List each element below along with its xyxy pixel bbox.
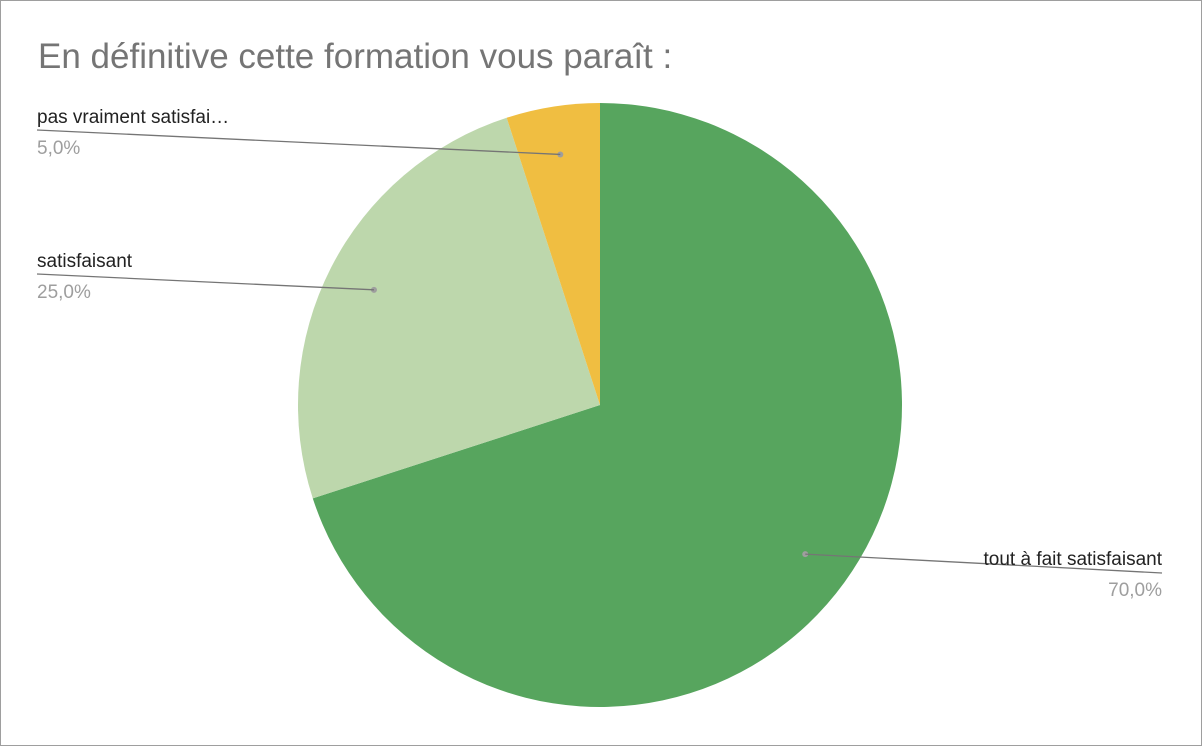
- leader-line: [805, 553, 1163, 574]
- chart-title: En définitive cette formation vous paraî…: [38, 37, 673, 76]
- pie-slice[interactable]: [312, 103, 902, 707]
- slice-labels: tout à fait satisfaisant 70,0% satisfaisan…: [37, 107, 1163, 601]
- slice-percent-label: 70,0%: [1108, 580, 1162, 601]
- slice-label: pas vraiment satisfai…: [37, 107, 229, 128]
- pie-slice[interactable]: [298, 117, 600, 499]
- slice-label: tout à fait satisfaisant: [984, 549, 1163, 570]
- pie-slice[interactable]: [506, 103, 600, 405]
- slice-percent-label: 25,0%: [37, 282, 91, 303]
- leader-lines: [36, 129, 1163, 574]
- leader-line: [36, 273, 374, 291]
- pie-slices: [298, 103, 902, 707]
- leader-line: [36, 129, 561, 156]
- slice-label: satisfaisant: [37, 251, 133, 272]
- slice-percent-label: 5,0%: [37, 138, 80, 159]
